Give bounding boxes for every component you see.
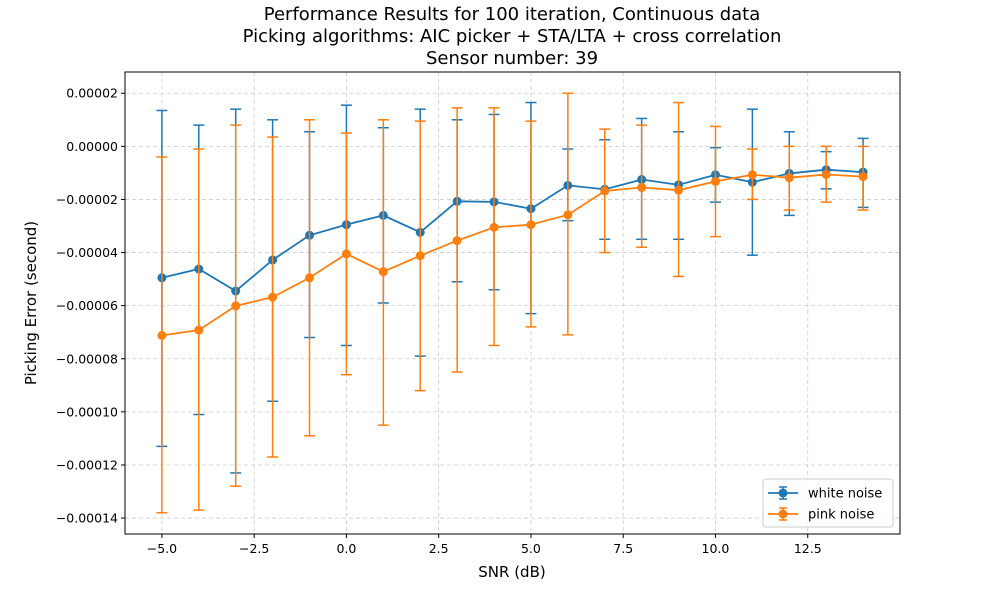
x-axis-label: SNR (dB) <box>478 563 545 581</box>
data-point <box>600 186 610 196</box>
data-point <box>563 210 573 220</box>
x-tick-label: 10.0 <box>702 541 730 556</box>
axis-ticks: −5.0 −2.5 0.0 2.5 5.0 7.5 10.0 12.5 0.00002 0.000… <box>56 86 822 556</box>
chart-title-line-1: Performance Results for 100 iteration, C… <box>264 4 760 25</box>
legend: white noise pink noise <box>762 478 894 528</box>
x-tick-label: 7.5 <box>613 541 633 556</box>
data-point <box>268 292 278 302</box>
chart-title-line-3: Sensor number: 39 <box>426 48 598 69</box>
data-point <box>821 169 831 179</box>
data-point <box>194 325 204 335</box>
data-point <box>452 236 462 246</box>
y-tick-label: −0.00008 <box>56 351 118 366</box>
data-point <box>305 273 315 283</box>
x-tick-label: −5.0 <box>147 541 177 556</box>
y-axis-label: Picking Error (second) <box>22 221 40 385</box>
x-tick-label: 12.5 <box>794 541 822 556</box>
x-tick-label: 5.0 <box>521 541 541 556</box>
data-point <box>747 170 757 180</box>
legend-label: pink noise <box>808 508 874 523</box>
data-point <box>637 183 647 192</box>
y-tick-label: −0.00004 <box>56 245 118 260</box>
data-point <box>526 220 536 230</box>
y-tick-label: −0.00010 <box>56 404 118 419</box>
y-tick-label: −0.00014 <box>56 511 118 526</box>
plot-frame <box>124 71 901 535</box>
x-tick-label: −2.5 <box>239 541 269 556</box>
legend-frame <box>762 478 894 528</box>
series-line <box>161 173 864 337</box>
series-line <box>161 168 864 293</box>
series-pink-noise <box>156 92 869 514</box>
legend-items: white noise pink noise <box>768 486 882 523</box>
legend-label: white noise <box>808 487 882 502</box>
y-tick-label: −0.00002 <box>56 192 118 207</box>
x-tick-label: 0.0 <box>336 541 356 556</box>
data-point <box>710 176 720 186</box>
series-layer <box>156 92 869 514</box>
y-tick-label: −0.00006 <box>56 298 118 313</box>
data-point <box>858 172 868 182</box>
data-point <box>415 251 425 261</box>
data-point <box>378 267 388 277</box>
y-tick-label: 0.00002 <box>66 86 118 101</box>
x-tick-label: 2.5 <box>429 541 449 556</box>
y-tick-label: −0.00012 <box>56 457 118 472</box>
data-point <box>231 301 241 311</box>
data-point <box>489 222 499 232</box>
legend-item-white-noise: white noise <box>768 486 882 502</box>
y-tick-label: 0.00000 <box>66 139 118 154</box>
chart-title-line-2: Picking algorithms: AIC picker + STA/LTA… <box>243 26 782 47</box>
legend-item-pink-noise: pink noise <box>768 507 874 523</box>
legend-marker <box>778 509 788 519</box>
legend-marker <box>778 488 788 498</box>
data-point <box>341 249 351 259</box>
data-point <box>674 185 684 195</box>
data-point <box>157 330 167 340</box>
data-point <box>784 173 794 183</box>
